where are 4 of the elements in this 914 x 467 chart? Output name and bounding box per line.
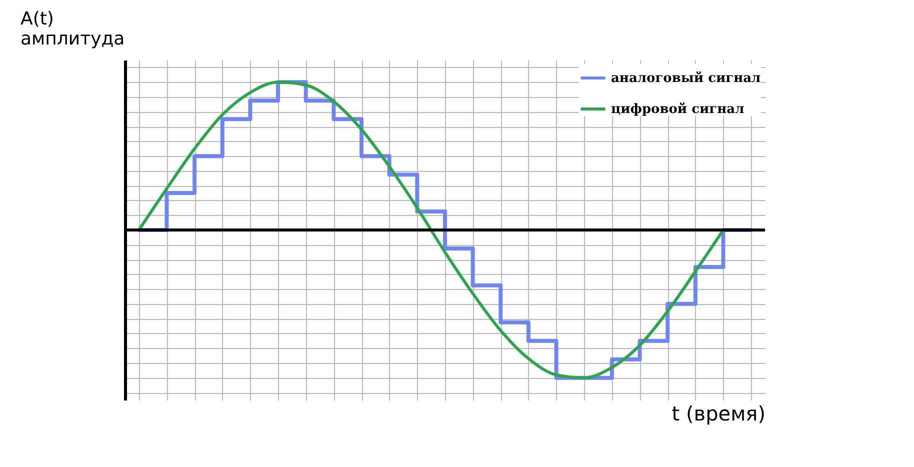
legend-label: аналоговый сигнал — [611, 71, 761, 86]
y-axis-title: A(t) амплитуда — [20, 8, 125, 50]
legend-label: цифровой сигнал — [611, 102, 744, 117]
x-axis-title: t (время) — [672, 402, 766, 426]
